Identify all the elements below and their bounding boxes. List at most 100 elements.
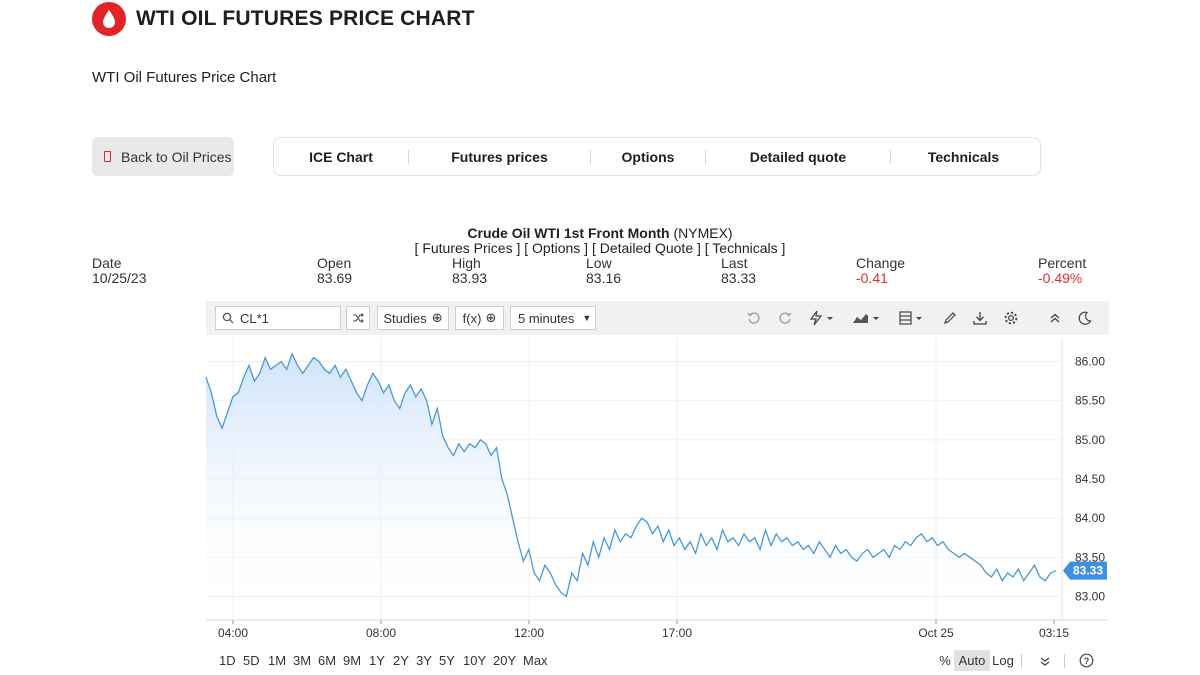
range-5d[interactable]: 5D (243, 653, 260, 668)
chart-links[interactable]: [ Futures Prices ] [ Options ] [ Detaile… (414, 240, 786, 256)
page-title: WTI OIL FUTURES PRICE CHART (136, 7, 475, 30)
tab-divider (590, 149, 591, 164)
draw-button[interactable] (940, 309, 960, 327)
auto-scale-button[interactable]: Auto (954, 650, 990, 671)
range-5y[interactable]: 5Y (439, 653, 455, 668)
settings-button[interactable] (1001, 309, 1021, 327)
gear-icon (1004, 311, 1018, 325)
x-tick-label: 12:00 (514, 626, 544, 640)
bottom-divider (1064, 654, 1065, 668)
y-tick-label: 85.00 (1075, 433, 1105, 447)
open-value: 83.69 (317, 270, 353, 286)
chart-type-menu[interactable] (851, 309, 883, 327)
page-subtitle: WTI Oil Futures Price Chart (92, 69, 277, 86)
range-6m[interactable]: 6M (318, 653, 337, 668)
undo-icon (747, 312, 760, 324)
exchange-name: (NYMEX) (673, 225, 733, 241)
chevron-down-icon: ▼ (582, 313, 592, 323)
bottom-divider (1021, 654, 1022, 668)
area-chart-icon (853, 314, 879, 323)
last-price-tag-shape (1063, 561, 1107, 580)
date-value: 10/25/23 (92, 270, 147, 286)
range-1d[interactable]: 1D (219, 653, 236, 668)
log-scale-button[interactable]: Log (992, 653, 1014, 668)
range-2y[interactable]: 2Y (393, 653, 409, 668)
tab-bar: ICE Chart Futures prices Options Detaile… (273, 137, 1041, 176)
chart-title: Crude Oil WTI 1st Front Month (NYMEX) (0, 225, 1200, 241)
theme-toggle-button[interactable] (1075, 309, 1095, 327)
compare-button[interactable] (346, 306, 370, 330)
function-button[interactable]: f(x) ⊕ (455, 306, 504, 330)
interval-value: 5 minutes (518, 310, 575, 326)
x-axis: 04:00 08:00 12:00 17:00 Oct 25 03:15 (218, 626, 1069, 640)
tab-divider (705, 149, 706, 164)
range-max[interactable]: Max (523, 653, 548, 668)
lightning-icon (809, 310, 833, 326)
collapse-down-button[interactable] (1035, 650, 1055, 671)
back-button-label: Back to Oil Prices (121, 148, 232, 165)
tab-options[interactable]: Options (621, 148, 675, 165)
layout-menu[interactable] (897, 309, 929, 327)
y-tick-label: 86.00 (1075, 355, 1105, 369)
moon-icon (1078, 311, 1092, 325)
back-to-oil-prices-button[interactable]: Back to Oil Prices (92, 137, 234, 176)
pencil-icon (944, 312, 956, 324)
redo-button[interactable] (775, 309, 795, 327)
percent-scale-button[interactable]: % (939, 653, 951, 668)
range-bar: 1D 5D 1M 3M 6M 9M 1Y 2Y 3Y 5Y 10Y 20Y Ma… (206, 648, 1109, 672)
tab-ice-chart[interactable]: ICE Chart (309, 148, 373, 165)
function-label: f(x) (462, 310, 482, 326)
compare-icon (353, 313, 364, 323)
y-tick-label: 83.50 (1075, 550, 1105, 564)
range-20y[interactable]: 20Y (493, 653, 517, 668)
price-area-fill (206, 353, 1056, 620)
y-tick-label: 83.00 (1075, 590, 1105, 604)
chevron-double-down-icon (1040, 656, 1050, 666)
collapse-icon (1050, 313, 1060, 323)
tab-futures-prices[interactable]: Futures prices (451, 148, 548, 165)
open-label: Open (317, 255, 352, 271)
range-1y[interactable]: 1Y (369, 653, 385, 668)
high-label: High (452, 255, 481, 271)
price-line (205, 351, 1057, 598)
document-icon (104, 151, 111, 162)
tab-divider (408, 149, 409, 164)
y-tick-label: 85.50 (1075, 394, 1105, 408)
high-value: 83.93 (452, 270, 488, 286)
page-header: WTI OIL FUTURES PRICE CHART (92, 0, 475, 38)
studies-label: Studies (383, 310, 427, 326)
range-10y[interactable]: 10Y (463, 653, 487, 668)
range-3y[interactable]: 3Y (416, 653, 432, 668)
tab-technicals[interactable]: Technicals (927, 148, 1000, 165)
help-button[interactable]: ? (1076, 650, 1096, 671)
symbol-search-input[interactable]: CL*1 (215, 306, 341, 330)
help-icon: ? (1079, 653, 1093, 668)
search-icon (222, 312, 234, 324)
date-label: Date (92, 255, 122, 271)
change-label: Change (856, 255, 906, 271)
oil-drop-icon (92, 2, 126, 36)
collapse-button[interactable] (1045, 309, 1065, 327)
events-menu[interactable] (806, 309, 838, 327)
change-value: -0.41 (856, 270, 888, 286)
x-tick-label: 17:00 (662, 626, 692, 640)
x-tick-label: Oct 25 (918, 626, 954, 640)
download-button[interactable] (970, 309, 990, 327)
x-tick-label: 03:15 (1039, 626, 1069, 640)
last-price-tag: 83.33 (1063, 561, 1107, 580)
plus-circle-icon: ⊕ (485, 310, 497, 325)
undo-button[interactable] (744, 309, 764, 327)
instrument-name: Crude Oil WTI 1st Front Month (467, 225, 670, 241)
percent-label: Percent (1038, 255, 1087, 271)
range-9m[interactable]: 9M (343, 653, 362, 668)
tab-detailed-quote[interactable]: Detailed quote (749, 148, 847, 165)
plus-circle-icon: ⊕ (431, 310, 443, 325)
range-3m[interactable]: 3M (293, 653, 312, 668)
interval-select[interactable]: 5 minutes ▼ (510, 306, 596, 330)
last-label: Last (721, 255, 748, 271)
y-axis: 86.00 85.50 85.00 84.50 84.00 83.50 83.00 (1075, 355, 1105, 604)
percent-value: -0.49% (1038, 270, 1083, 286)
range-1m[interactable]: 1M (268, 653, 287, 668)
studies-button[interactable]: Studies ⊕ (377, 306, 449, 330)
